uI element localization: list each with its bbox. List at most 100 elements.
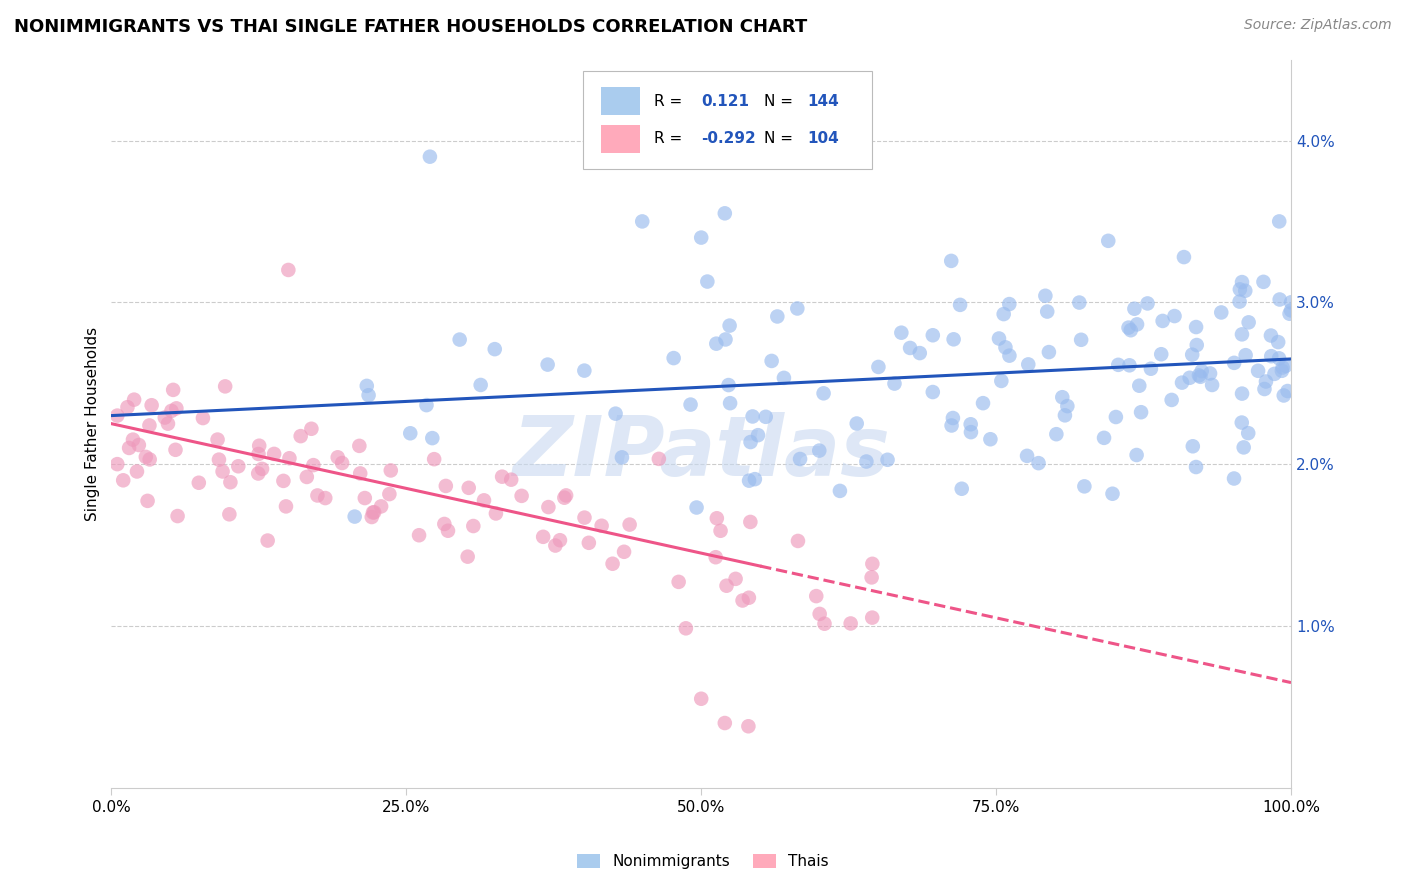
Point [419, 150, 441, 164]
Point [156, 417, 179, 431]
Point [531, 530, 554, 544]
Point [122, 392, 145, 407]
Point [696, 275, 718, 289]
Point [808, 443, 831, 458]
Point [718, 318, 741, 333]
Point [1036, 304, 1059, 318]
Point [839, 616, 862, 631]
Point [307, 488, 329, 502]
Point [537, 500, 560, 514]
Point [484, 342, 506, 356]
Point [1272, 388, 1295, 402]
Point [211, 465, 233, 479]
Point [1185, 320, 1208, 334]
Point [738, 474, 761, 488]
Point [1237, 315, 1260, 329]
Y-axis label: Single Father Households: Single Father Households [86, 326, 100, 521]
Point [921, 328, 943, 343]
Point [685, 500, 707, 515]
Text: 144: 144 [807, 94, 839, 109]
Point [994, 340, 1017, 354]
Point [501, 473, 523, 487]
Point [357, 388, 380, 402]
Point [1028, 456, 1050, 470]
Point [1188, 368, 1211, 383]
Point [716, 579, 738, 593]
Point [950, 482, 973, 496]
Point [219, 475, 242, 490]
Text: ZIPatlas: ZIPatlas [512, 412, 890, 493]
Point [537, 358, 560, 372]
Point [343, 509, 366, 524]
Point [709, 524, 731, 538]
FancyBboxPatch shape [600, 87, 640, 115]
Point [1247, 364, 1270, 378]
Point [1130, 405, 1153, 419]
Text: -0.292: -0.292 [702, 131, 756, 146]
Point [1229, 294, 1251, 309]
Point [437, 524, 460, 538]
Point [433, 516, 456, 531]
Point [1230, 327, 1253, 342]
Point [326, 450, 349, 465]
Point [1279, 303, 1302, 318]
Point [122, 433, 145, 447]
Point [1105, 409, 1128, 424]
Point [1163, 309, 1185, 323]
Point [1268, 293, 1291, 307]
Point [574, 363, 596, 377]
Point [1126, 318, 1149, 332]
Point [972, 396, 994, 410]
Point [1181, 348, 1204, 362]
Point [1211, 305, 1233, 319]
Point [290, 429, 312, 443]
Point [1118, 359, 1140, 373]
Point [679, 398, 702, 412]
Point [485, 507, 508, 521]
Point [755, 409, 778, 424]
Point [1260, 328, 1282, 343]
Point [908, 346, 931, 360]
Point [1185, 460, 1208, 475]
Point [740, 515, 762, 529]
Point [1178, 371, 1201, 385]
Text: NONIMMIGRANTS VS THAI SINGLE FATHER HOUSEHOLDS CORRELATION CHART: NONIMMIGRANTS VS THAI SINGLE FATHER HOUS… [14, 18, 807, 36]
Text: Source: ZipAtlas.com: Source: ZipAtlas.com [1244, 18, 1392, 32]
Point [578, 536, 600, 550]
Text: R =: R = [654, 94, 682, 109]
Point [718, 396, 741, 410]
Point [1056, 399, 1078, 413]
Point [941, 418, 963, 433]
Point [690, 230, 713, 244]
Point [1125, 448, 1147, 462]
Point [998, 297, 1021, 311]
Point [1191, 364, 1213, 378]
Point [806, 589, 828, 603]
Point [166, 509, 188, 524]
Point [1253, 275, 1275, 289]
Point [472, 493, 495, 508]
Point [295, 470, 318, 484]
Point [740, 435, 762, 450]
Point [408, 528, 430, 542]
Point [1152, 314, 1174, 328]
FancyBboxPatch shape [600, 125, 640, 153]
Point [860, 610, 883, 624]
Point [813, 616, 835, 631]
Point [988, 331, 1011, 345]
Point [1070, 333, 1092, 347]
Point [1119, 323, 1142, 337]
Point [591, 518, 613, 533]
Point [704, 550, 727, 565]
Point [574, 510, 596, 524]
Point [226, 459, 249, 474]
Point [773, 371, 796, 385]
Point [370, 500, 392, 514]
Point [263, 447, 285, 461]
Point [747, 428, 769, 442]
Point [457, 549, 479, 564]
Point [1260, 349, 1282, 363]
Point [868, 359, 890, 374]
Point [135, 450, 157, 464]
Point [314, 491, 336, 505]
